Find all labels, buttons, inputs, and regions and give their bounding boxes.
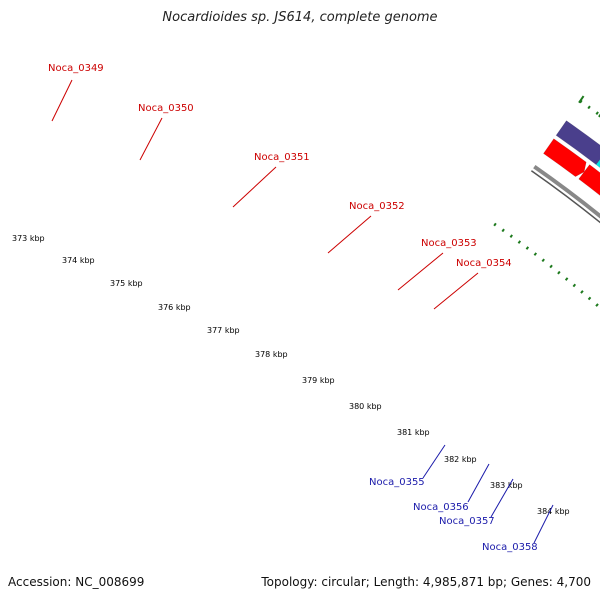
gene-noca-0349 [543,138,587,177]
leader-line [490,478,514,518]
leader-line [422,444,446,479]
gene-label-noca-0357: Noca_0357 [439,516,495,527]
gene-label-noca-0351: Noca_0351 [254,152,310,163]
gene-label-noca-0349: Noca_0349 [48,63,104,74]
gene-label-noca-0353: Noca_0353 [421,238,477,249]
kbp-tick-label: 384 kbp [537,507,570,516]
inner-dotted-ring [493,222,600,310]
kbp-tick-label: 380 kbp [349,402,382,411]
gene-label-noca-0358: Noca_0358 [482,542,538,553]
leader-line [232,166,277,208]
kbp-tick-label: 373 kbp [12,234,45,243]
kbp-tick-label: 382 kbp [444,455,477,464]
leader-line [533,504,554,544]
kbp-tick-label: 376 kbp [158,303,191,312]
leader-line [433,272,479,310]
gene-label-noca-0356: Noca_0356 [413,502,469,513]
gene-label-noca-0355: Noca_0355 [369,477,425,488]
kbp-tick-label: 381 kbp [397,428,430,437]
leader-line [139,117,163,161]
kbp-tick-label: 374 kbp [62,256,95,265]
leader-line [327,215,372,254]
leader-line [51,79,73,122]
kbp-tick-label: 378 kbp [255,350,288,359]
kbp-tick-label: 375 kbp [110,279,143,288]
backbone-outer [533,164,600,219]
accession-text: Accession: NC_008699 [8,575,145,589]
leader-line [467,463,490,503]
gene-label-noca-0352: Noca_0352 [349,201,405,212]
genome-info-text: Topology: circular; Length: 4,985,871 bp… [261,575,591,589]
kbp-tick-label: 383 kbp [490,481,523,490]
kbp-tick-label: 377 kbp [207,326,240,335]
map-title: Nocardioides sp. JS614, complete genome [162,10,438,25]
backbone-inner [530,170,600,224]
leader-line [397,252,444,291]
gene-noca-0350 [578,164,600,196]
outer-tick-mark [578,95,585,104]
kbp-tick-label: 379 kbp [302,376,335,385]
gene-label-noca-0350: Noca_0350 [138,103,194,114]
gene-label-noca-0354: Noca_0354 [456,258,512,269]
gene-noca-0350-feature [595,159,600,168]
